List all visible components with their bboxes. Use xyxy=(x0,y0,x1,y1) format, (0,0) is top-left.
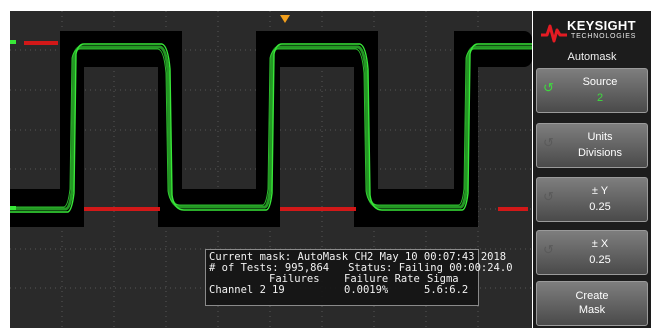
channel-label: Channel 2 xyxy=(209,284,266,296)
failure-traces xyxy=(24,41,528,211)
mask-statistics-box: Current mask: AutoMask CH2 May 10 00:07:… xyxy=(205,249,513,306)
y-tolerance-value: 0.25 xyxy=(589,201,611,213)
waveform-graphic xyxy=(10,11,532,328)
y-tolerance-softkey[interactable]: ↺ ± Y 0.25 xyxy=(536,177,648,222)
status-value: Failing xyxy=(398,262,443,274)
y-tolerance-label: ± Y xyxy=(591,185,609,197)
waveform-screen: Current mask: AutoMask CH2 May 10 00:07:… xyxy=(10,11,532,328)
sigma-value: 5.6:6.2 xyxy=(424,284,469,296)
sigma-header: Sigma xyxy=(427,273,459,285)
trigger-position-marker[interactable] xyxy=(280,15,290,23)
entry-knob-icon: ↺ xyxy=(543,135,554,150)
entry-knob-icon: ↺ xyxy=(543,80,554,95)
entry-knob-icon: ↺ xyxy=(543,242,554,257)
x-tolerance-softkey[interactable]: ↺ ± X 0.25 xyxy=(536,230,648,275)
brand-sub: TECHNOLOGIES xyxy=(571,33,637,40)
failure-rate-header: Failure Rate xyxy=(344,273,420,285)
tests-line: # of Tests: 995,864 Status: Failing 00:0… xyxy=(209,262,513,275)
entry-knob-icon: ↺ xyxy=(543,189,554,204)
brand-name: KEYSIGHT xyxy=(567,18,636,33)
failure-rate-value: 0.0019% xyxy=(344,284,389,296)
failures-value: 19 xyxy=(272,284,285,296)
keysight-logo: KEYSIGHT TECHNOLOGIES xyxy=(537,15,649,49)
source-label: Source xyxy=(582,76,618,88)
units-label: Units xyxy=(587,131,613,143)
source-softkey[interactable]: ↺ Source 2 xyxy=(536,68,648,113)
current-mask-line: Current mask: AutoMask CH2 May 10 00:07:… xyxy=(209,251,507,263)
source-value: 2 xyxy=(596,92,604,104)
mask-label: Mask xyxy=(578,304,606,316)
menu-title: Automask xyxy=(567,51,617,63)
channel-ground-marker xyxy=(10,40,16,210)
tests-value: 995,864 xyxy=(284,262,330,274)
keysight-wave-icon xyxy=(541,24,567,43)
x-tolerance-label: ± X xyxy=(591,238,609,250)
status-label: Status: xyxy=(348,262,393,274)
softkey-panel: KEYSIGHT TECHNOLOGIES Automask ↺ Source … xyxy=(533,11,651,328)
failures-header: Failures xyxy=(269,273,320,285)
elapsed-time: 00:00:24.0 xyxy=(449,262,513,274)
units-softkey[interactable]: ↺ Units Divisions xyxy=(536,123,648,168)
channel-2-trace xyxy=(10,43,532,213)
x-tolerance-value: 0.25 xyxy=(589,254,611,266)
tests-label: # of Tests: xyxy=(209,262,279,274)
create-mask-softkey[interactable]: Create Mask xyxy=(536,281,648,326)
create-label: Create xyxy=(575,290,609,302)
units-value: Divisions xyxy=(577,147,622,159)
